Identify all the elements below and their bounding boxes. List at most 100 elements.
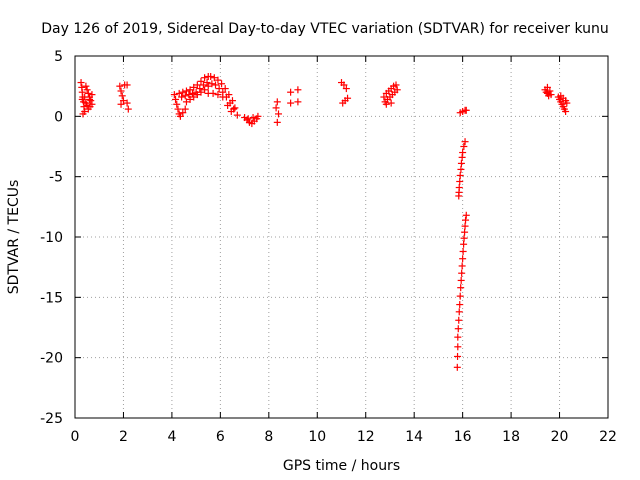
data-point: [210, 74, 218, 82]
data-point: [224, 101, 232, 109]
data-point: [287, 88, 295, 96]
data-point: [196, 85, 204, 93]
data-point: [460, 240, 468, 248]
y-tick-label: 0: [54, 109, 63, 125]
data-point: [186, 95, 194, 103]
data-point: [392, 81, 400, 89]
data-point: [80, 103, 88, 111]
x-tick-label: 0: [71, 429, 80, 445]
data-point: [455, 308, 463, 316]
data-point: [203, 79, 211, 87]
y-tick-label: -10: [40, 230, 63, 246]
data-point: [462, 106, 470, 114]
data-point: [275, 110, 283, 118]
x-tick-label: 12: [357, 429, 375, 445]
x-tick-label: 18: [502, 429, 520, 445]
data-point: [77, 79, 85, 87]
data-point: [179, 109, 187, 117]
data-point: [86, 103, 94, 111]
data-point: [456, 301, 464, 309]
data-point: [461, 222, 469, 230]
data-point: [273, 98, 281, 106]
data-point: [182, 98, 190, 106]
data-point: [457, 165, 465, 173]
data-point: [212, 81, 220, 89]
data-point: [454, 343, 462, 351]
data-point: [82, 99, 90, 107]
data-point: [84, 89, 92, 97]
data-point: [218, 80, 226, 88]
x-tick-label: 14: [405, 429, 423, 445]
data-point: [175, 89, 183, 97]
data-point: [393, 86, 401, 94]
data-point: [287, 99, 295, 107]
data-point: [294, 98, 302, 106]
data-point: [387, 99, 395, 107]
data-point: [547, 91, 555, 99]
data-point: [249, 114, 257, 122]
data-point: [82, 82, 90, 90]
data-point: [181, 92, 189, 100]
data-point: [207, 73, 215, 81]
data-point: [219, 93, 227, 101]
data-point: [458, 262, 466, 270]
data-point: [201, 74, 209, 82]
data-point: [461, 228, 469, 236]
data-point: [209, 89, 217, 97]
y-axis: 5 0 -5 -10 -15 -20 -25: [40, 49, 608, 427]
data-point: [81, 93, 89, 101]
data-point: [87, 97, 95, 105]
data-point: [186, 86, 194, 94]
data-point: [454, 333, 462, 341]
data-point: [170, 91, 178, 99]
data-point: [204, 82, 212, 90]
data-point: [233, 111, 241, 119]
x-axis: 0 2 4 6 8 10 12 14 16 18 20 22: [71, 56, 617, 445]
data-point: [460, 234, 468, 242]
y-tick-label: 5: [54, 49, 63, 65]
data-point: [214, 91, 222, 99]
data-point: [119, 97, 127, 105]
y-tick-label: -20: [40, 351, 63, 367]
data-point: [185, 91, 193, 99]
data-point: [461, 138, 469, 146]
data-point: [543, 83, 551, 91]
data-point: [454, 352, 462, 360]
data-point: [123, 81, 131, 89]
data-point: [193, 91, 201, 99]
x-axis-title: GPS time / hours: [283, 458, 400, 474]
data-point: [456, 292, 464, 300]
data-point: [118, 92, 126, 100]
data-point: [86, 95, 94, 103]
data-point: [189, 89, 197, 97]
data-point: [190, 83, 198, 91]
data-point: [457, 276, 465, 284]
grid: [75, 56, 608, 418]
data-point: [173, 100, 181, 108]
data-point: [459, 247, 467, 255]
data-point: [456, 177, 464, 185]
data-point: [453, 363, 461, 371]
data-point: [221, 85, 229, 93]
data-point: [460, 143, 468, 150]
data-point: [455, 192, 463, 200]
x-tick-label: 4: [167, 429, 176, 445]
data-point: [179, 88, 187, 96]
data-point: [181, 105, 189, 113]
data-point: [342, 85, 350, 93]
data-point: [190, 93, 198, 101]
data-point: [562, 108, 570, 116]
x-tick-label: 16: [454, 429, 472, 445]
data-point: [199, 81, 207, 89]
data-point: [227, 108, 235, 116]
data-point: [174, 105, 182, 113]
data-point: [201, 86, 209, 94]
y-tick-label: -15: [40, 290, 63, 306]
x-tick-label: 22: [599, 429, 617, 445]
data-point: [462, 211, 470, 219]
data-point: [273, 118, 281, 126]
data-point: [458, 269, 466, 277]
data-point: [193, 81, 201, 89]
data-point: [124, 105, 132, 113]
